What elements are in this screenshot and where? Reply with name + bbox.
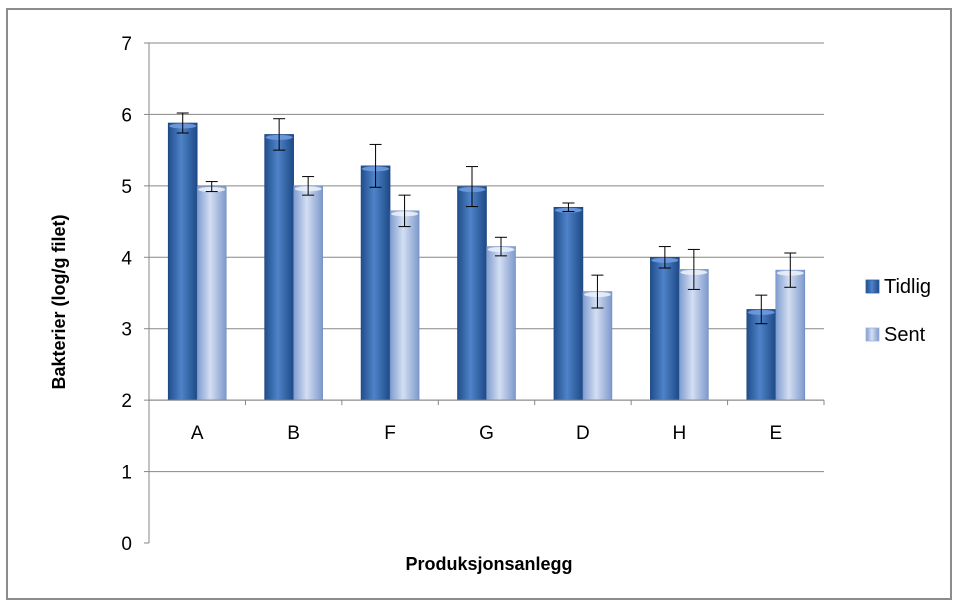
y-tick-label: 7: [121, 34, 132, 55]
legend-swatch-sent: [865, 327, 880, 342]
legend-swatch-tidlig: [865, 279, 880, 294]
bar-sent-d: [582, 291, 613, 401]
x-axis-label: Produksjonsanlegg: [405, 554, 572, 574]
x-tick-label: B: [287, 423, 300, 444]
bar-tidlig-d: [553, 206, 584, 401]
x-tick-label: H: [672, 423, 686, 444]
legend: Tidlig Sent: [865, 276, 931, 346]
bars: [167, 112, 806, 401]
bar-sent-f: [389, 210, 420, 401]
bar-tidlig-h: [650, 256, 680, 401]
y-tick-label: 3: [121, 320, 132, 341]
x-tick-label: F: [384, 423, 396, 444]
chart-svg: 0 1 2 3 4 5 6 7 A B F G D H E Bakterier (log/g filet) …: [49, 34, 931, 574]
x-tick-label: A: [191, 423, 204, 444]
axis-labels: Bakterier (log/g filet) Produksjonsanleg…: [49, 214, 573, 574]
x-tick-label: D: [576, 423, 590, 444]
y-tick-label: 5: [121, 177, 132, 198]
bar-sent-a: [196, 186, 227, 401]
y-tick-label: 0: [121, 534, 132, 555]
bar-tidlig-b: [264, 134, 294, 401]
bar-sent-b: [293, 185, 323, 401]
legend-label-tidlig: Tidlig: [884, 276, 931, 298]
axes: 0 1 2 3 4 5 6 7 A B F G D H E: [121, 34, 825, 555]
y-axis-label: Bakterier (log/g filet): [49, 214, 69, 389]
bar-tidlig-e: [746, 309, 777, 401]
y-tick-label: 1: [121, 463, 132, 484]
y-tick-label: 4: [121, 248, 132, 269]
bar-tidlig-g: [457, 186, 487, 401]
chart-frame: 0 1 2 3 4 5 6 7 A B F G D H E Bakterier (log/g filet) …: [6, 8, 952, 600]
y-tick-label: 2: [121, 391, 132, 412]
x-tick-label: E: [769, 423, 782, 444]
y-tick-label: 6: [121, 105, 132, 126]
bar-tidlig-a: [167, 122, 198, 401]
legend-label-sent: Sent: [884, 324, 926, 346]
bar-tidlig-f: [360, 165, 391, 401]
x-tick-label: G: [479, 423, 494, 444]
bar-sent-h: [679, 269, 709, 401]
bar-sent-g: [486, 246, 516, 401]
bar-sent-e: [775, 269, 806, 401]
